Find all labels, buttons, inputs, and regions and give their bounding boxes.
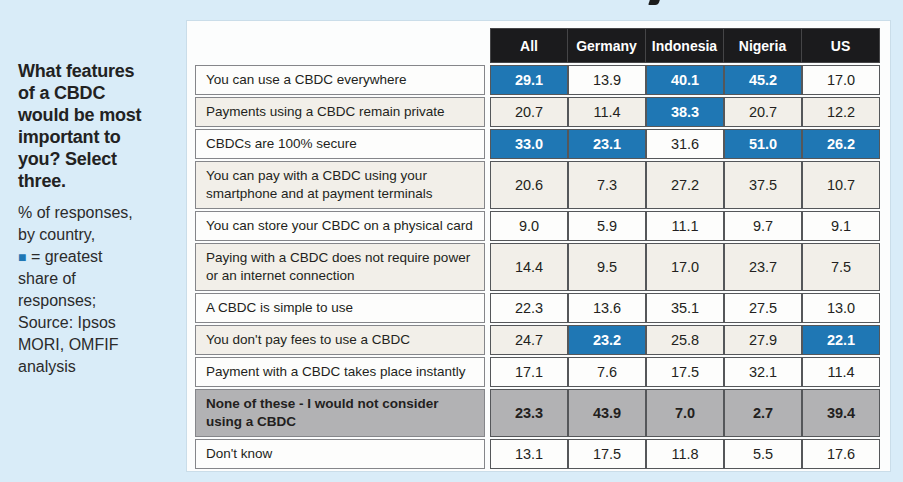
value-cell: 5.5: [724, 439, 802, 469]
value-cell: 23.7: [724, 243, 802, 291]
value-cell: 37.5: [724, 161, 802, 209]
column-header-all: All: [490, 28, 568, 63]
value-cell: 7.6: [568, 357, 646, 387]
value-cell: 32.1: [724, 357, 802, 387]
value-cell: 9.5: [568, 243, 646, 291]
column-header-germany: Germany: [568, 28, 646, 63]
value-cell: 2.7: [724, 389, 802, 437]
value-cell: 11.8: [646, 439, 724, 469]
row-label: Payments using a CBDC remain private: [195, 97, 485, 127]
value-cell: 17.5: [568, 439, 646, 469]
value-cell: 39.4: [802, 389, 880, 437]
value-cell: 17.5: [646, 357, 724, 387]
column-header-nigeria: Nigeria: [724, 28, 802, 63]
row-label: Paying with a CBDC does not require powe…: [195, 243, 485, 291]
value-cell: 7.5: [802, 243, 880, 291]
table-card: AllGermanyIndonesiaNigeriaUS You can use …: [187, 21, 890, 471]
row-label: None of these - I would not consider usi…: [195, 389, 485, 437]
column-header-indonesia: Indonesia: [646, 28, 724, 63]
value-cell: 45.2: [724, 65, 802, 95]
cbdc-features-table: AllGermanyIndonesiaNigeriaUS You can use …: [195, 28, 880, 469]
row-label: A CBDC is simple to use: [195, 293, 485, 323]
value-cell: 51.0: [724, 129, 802, 159]
column-header-us: US: [802, 28, 880, 63]
value-cell: 20.7: [724, 97, 802, 127]
value-cell: 17.1: [490, 357, 568, 387]
value-cell: 33.0: [490, 129, 568, 159]
caption-text-before: % of responses, by country,: [18, 204, 133, 243]
row-label: You can pay with a CBDC using your smart…: [195, 161, 485, 209]
value-cell: 24.7: [490, 325, 568, 355]
value-cell: 14.4: [490, 243, 568, 291]
value-cell: 26.2: [802, 129, 880, 159]
value-cell: 25.8: [646, 325, 724, 355]
value-cell: 9.0: [490, 211, 568, 241]
value-cell: 27.2: [646, 161, 724, 209]
value-cell: 7.0: [646, 389, 724, 437]
value-cell: 13.6: [568, 293, 646, 323]
row-label: You don't pay fees to use a CBDC: [195, 325, 485, 355]
sidebar: What features of a CBDC would be most im…: [18, 60, 183, 378]
question-title: What features of a CBDC would be most im…: [18, 60, 183, 192]
value-cell: 9.1: [802, 211, 880, 241]
value-cell: 31.6: [646, 129, 724, 159]
row-label: You can use a CBDC everywhere: [195, 65, 485, 95]
value-cell: 11.4: [568, 97, 646, 127]
value-cell: 23.3: [490, 389, 568, 437]
row-label: Don't know: [195, 439, 485, 469]
value-cell: 40.1: [646, 65, 724, 95]
row-label: CBDCs are 100% secure: [195, 129, 485, 159]
value-cell: 12.2: [802, 97, 880, 127]
cropped-text-fragment: [648, 0, 660, 5]
value-cell: 5.9: [568, 211, 646, 241]
value-cell: 23.2: [568, 325, 646, 355]
value-cell: 17.6: [802, 439, 880, 469]
value-cell: 27.5: [724, 293, 802, 323]
value-cell: 9.7: [724, 211, 802, 241]
value-cell: 35.1: [646, 293, 724, 323]
value-cell: 7.3: [568, 161, 646, 209]
value-cell: 11.4: [802, 357, 880, 387]
row-label: You can store your CBDC on a physical ca…: [195, 211, 485, 241]
value-cell: 17.0: [646, 243, 724, 291]
value-cell: 22.1: [802, 325, 880, 355]
value-cell: 10.7: [802, 161, 880, 209]
value-cell: 20.6: [490, 161, 568, 209]
value-cell: 13.0: [802, 293, 880, 323]
value-cell: 13.9: [568, 65, 646, 95]
value-cell: 22.3: [490, 293, 568, 323]
value-cell: 11.1: [646, 211, 724, 241]
value-cell: 20.7: [490, 97, 568, 127]
value-cell: 13.1: [490, 439, 568, 469]
caption: % of responses, by country, ■ = greatest…: [18, 202, 183, 378]
value-cell: 17.0: [802, 65, 880, 95]
value-cell: 23.1: [568, 129, 646, 159]
value-cell: 38.3: [646, 97, 724, 127]
table-corner-spacer: [195, 28, 485, 63]
caption-text-after: = greatest share of responses; Source: I…: [18, 248, 118, 375]
value-cell: 29.1: [490, 65, 568, 95]
value-cell: 27.9: [724, 325, 802, 355]
value-cell: 43.9: [568, 389, 646, 437]
row-label: Payment with a CBDC takes place instantl…: [195, 357, 485, 387]
